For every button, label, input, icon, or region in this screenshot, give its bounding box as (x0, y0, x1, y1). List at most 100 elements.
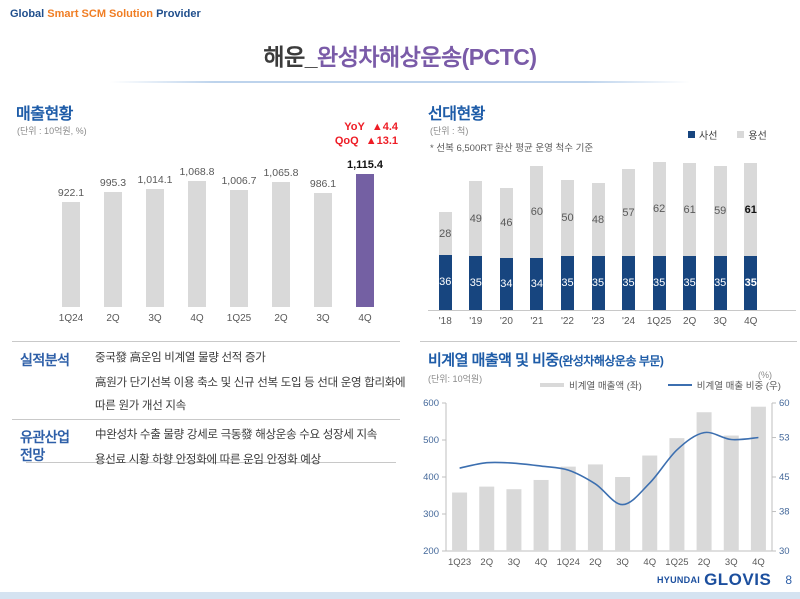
revenue-bar (62, 202, 80, 307)
fleet-legend-chartered-label: 용선 (748, 131, 767, 142)
yoy-label: YoY (344, 121, 365, 133)
chartered-segment: 62 (652, 161, 666, 257)
bar-value-label: 922.1 (57, 187, 85, 200)
category-label: 2Q (589, 557, 602, 568)
revenue-axis-line (26, 462, 396, 463)
revenue-change-badges: YoY ▲4.4 QoQ ▲13.1 (300, 120, 398, 148)
chartered-segment: 50 (560, 179, 574, 257)
category-label: 1Q25 (665, 557, 688, 568)
chartered-segment: 28 (438, 212, 452, 255)
divider-right-top (420, 341, 797, 342)
right-tick-label: 45 (779, 472, 790, 483)
chartered-segment: 49 (469, 181, 483, 257)
bar-value-label: 1,068.8 (179, 166, 215, 178)
category-label: '21 (530, 316, 544, 327)
combo-chart-svg: 600 500 400 300 200 60 53 45 38 30 1Q23 2Q 3Q 4Q 1Q24 2… (423, 398, 790, 568)
fleet-stacked-bar: 46 34 (499, 187, 513, 310)
left-tick-label: 300 (423, 509, 439, 520)
category-label: 3Q (508, 557, 521, 568)
revenue-bar (188, 181, 206, 307)
fleet-legend-owned: 사선 (688, 127, 717, 142)
revenue-bar-column: 1,068.8 (176, 166, 218, 307)
nonaffiliated-revenue-bar (669, 438, 685, 551)
left-tick-label: 400 (423, 472, 439, 483)
category-label: 2Q (698, 557, 711, 568)
nonaffiliated-revenue-bar (533, 479, 549, 551)
revenue-bar-column: 995.3 (92, 177, 134, 307)
fleet-bar-column: 60 34 (522, 166, 553, 310)
nonaffiliated-revenue-bar (479, 486, 495, 551)
chartered-segment: 46 (499, 187, 513, 258)
fleet-bar-column: 59 35 (705, 166, 736, 310)
fleet-stacked-bar: 62 35 (652, 161, 666, 310)
category-label: 2Q (682, 316, 697, 327)
revenue-bar-column: 1,014.1 (134, 174, 176, 307)
analysis-label: 실적분석 (20, 352, 70, 368)
chartered-segment: 61 (744, 163, 758, 257)
fleet-stacked-bar: 50 35 (560, 179, 574, 310)
chartered-swatch-icon (737, 131, 745, 138)
brand-mid: Smart SCM Solution (47, 8, 154, 20)
legend-line-label: 비계열 매출 비중 (우) (696, 381, 781, 392)
logo-hyundai-text: HYUNDAI (656, 575, 701, 585)
nonaffiliated-combo-chart: 600 500 400 300 200 60 53 45 38 30 1Q23 2Q 3Q 4Q 1Q24 2… (420, 395, 798, 578)
chartered-segment: 48 (591, 183, 605, 257)
outlook-label-line1: 유관산업 (20, 429, 70, 445)
revenue-bar-column: 1,006.7 (218, 175, 260, 307)
fleet-stacked-bar: 48 35 (591, 183, 605, 310)
chartered-segment: 60 (530, 166, 544, 258)
revenue-bar (104, 191, 122, 307)
owned-segment: 36 (438, 254, 452, 310)
page-title-prefix: 해운_ (263, 44, 318, 70)
outlook-label-line2: 전망 (20, 447, 45, 463)
qoq-label: QoQ (334, 135, 359, 147)
chartered-segment: 61 (683, 163, 697, 257)
fleet-bar-column: 61 35 (735, 163, 766, 310)
fleet-unit: (단위 : 척) (430, 126, 469, 136)
legend-line-item: 비계열 매출 비중 (우) (667, 378, 781, 392)
category-label: '19 (469, 316, 483, 327)
owned-segment: 34 (499, 258, 513, 310)
bar-value-label: 986.1 (309, 178, 337, 190)
fleet-bar-column: 28 36 (430, 212, 461, 310)
fleet-stacked-bar: 49 35 (469, 181, 483, 310)
revenue-bar (230, 190, 248, 307)
fleet-heading: 선대현황 (428, 106, 485, 123)
line-swatch-icon (667, 384, 692, 386)
fleet-stacked-bar: 57 35 (622, 169, 636, 310)
analysis-line2: 高원가 단기선복 이용 축소 및 신규 선복 도입 등 선대 운영 합리화에 따… (95, 377, 406, 412)
owned-segment: 35 (591, 256, 605, 310)
category-label: 3Q (713, 316, 727, 327)
fleet-stacked-bar: 61 35 (683, 163, 697, 310)
legend-bar-label: 비계열 매출액 (좌) (569, 381, 642, 392)
nonaffiliated-unit-left: (단위: 10억원) (428, 374, 483, 384)
nonaffiliated-heading: 비계열 매출액 및 비중(완성차해상운송 부문) (428, 349, 664, 370)
chartered-segment: 57 (622, 169, 636, 257)
revenue-bar-column: 986.1 (302, 178, 344, 307)
owned-segment: 35 (744, 256, 758, 310)
owned-segment: 35 (683, 256, 697, 310)
revenue-bar (314, 193, 332, 307)
category-label: 3Q (148, 313, 162, 324)
fleet-stacked-bar: 28 36 (438, 212, 452, 310)
bar-value-label: 1,115.4 (346, 159, 384, 172)
bar-value-label: 1,014.1 (137, 174, 173, 186)
footer: HYUNDAI GLOVIS 8 (657, 570, 792, 590)
category-label: 4Q (752, 557, 765, 568)
fleet-stacked-bar: 61 35 (744, 163, 758, 310)
category-label: 2Q (480, 557, 493, 568)
category-label: 1Q25 (646, 316, 672, 327)
fleet-note: * 선복 6,500RT 환산 평균 운영 척수 기준 (430, 143, 594, 154)
bar-value-label: 995.3 (99, 176, 127, 189)
category-label: 1Q24 (557, 557, 580, 568)
revenue-heading: 매출현황 (16, 106, 73, 123)
logo-glovis-text: GLOVIS (704, 570, 772, 589)
nonaffiliated-revenue-bar (560, 466, 576, 551)
qoq-value: ▲13.1 (365, 135, 398, 147)
brand-global: Global (10, 8, 45, 20)
outlook-line2: 용선료 시황 하향 안정화에 따른 운임 안정화 예상 (95, 454, 321, 466)
owned-segment: 35 (713, 256, 727, 310)
nonaffiliated-revenue-bar (723, 435, 739, 551)
nonaffiliated-revenue-bar (506, 489, 522, 551)
nonaffiliated-legend: 비계열 매출액 (좌) 비계열 매출 비중 (우) (540, 378, 781, 392)
